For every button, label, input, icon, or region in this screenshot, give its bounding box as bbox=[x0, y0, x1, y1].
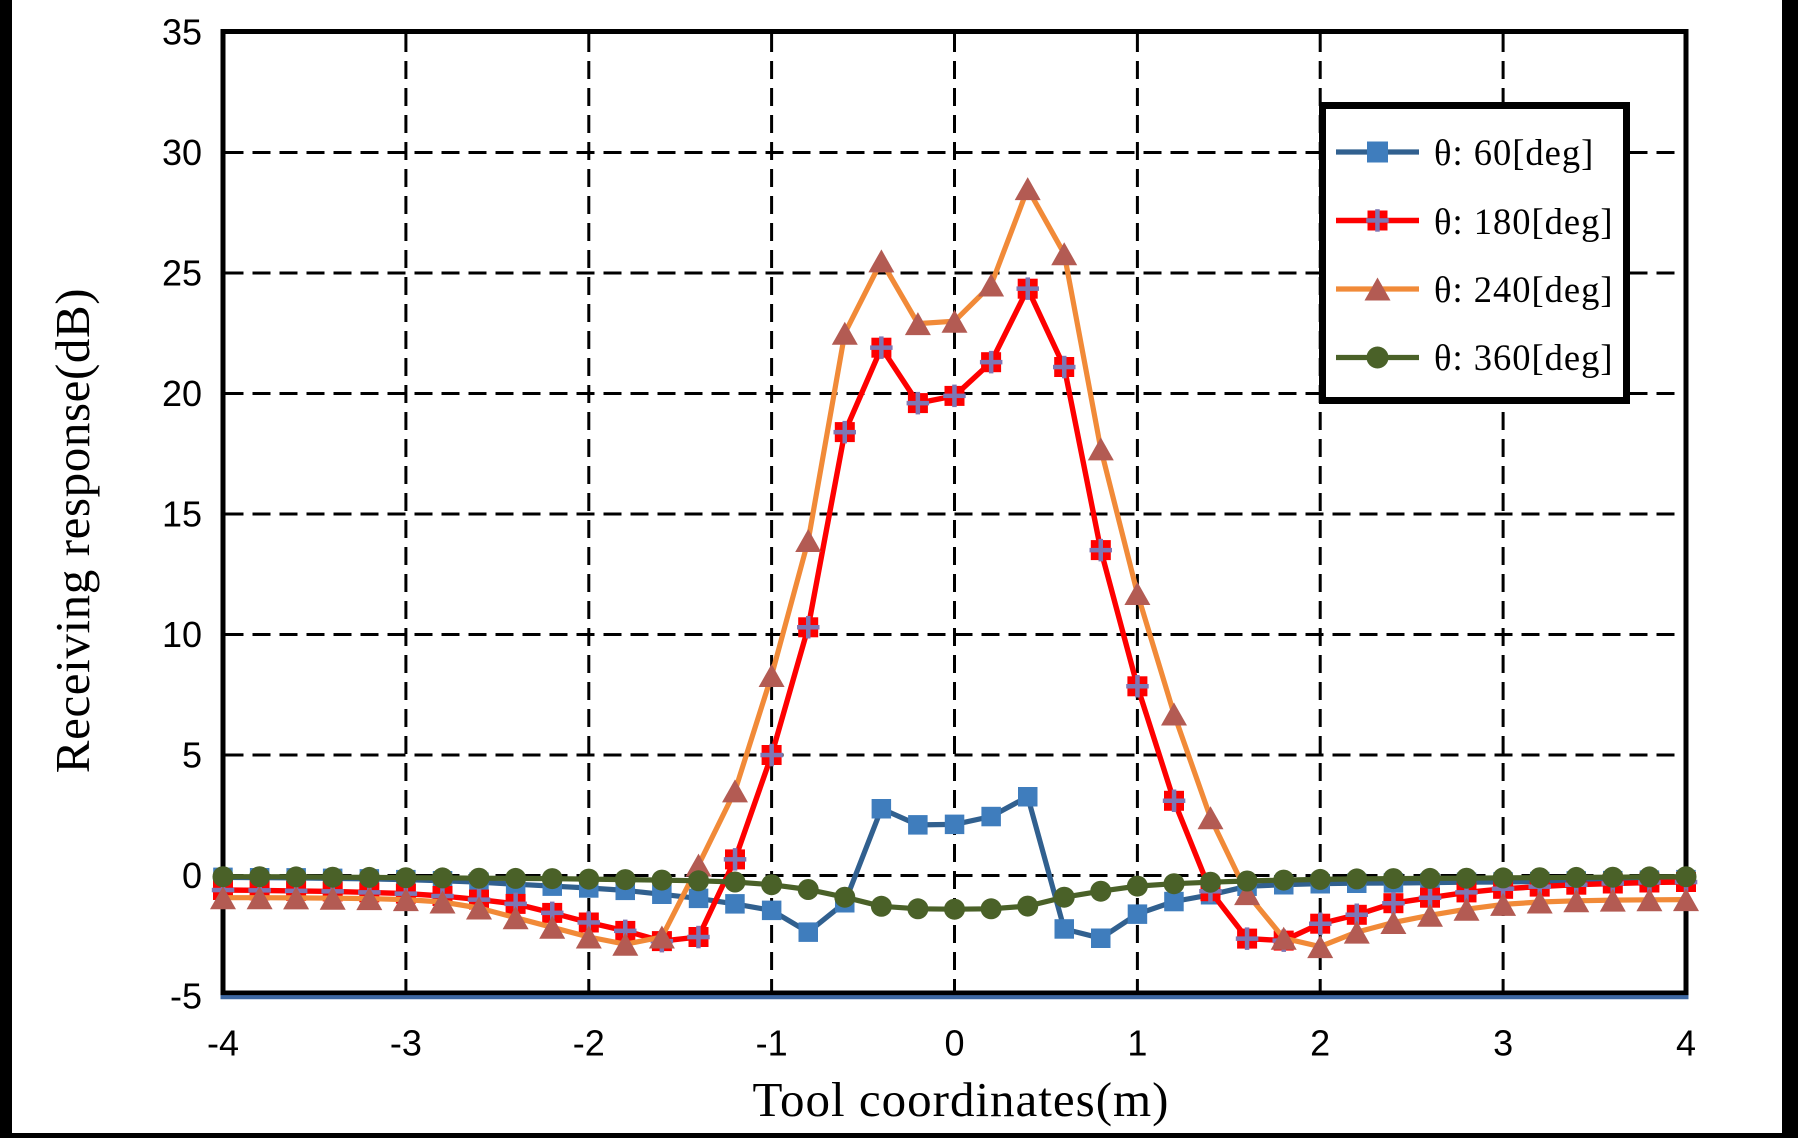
svg-text:θ: 60[deg]: θ: 60[deg] bbox=[1434, 132, 1594, 173]
svg-text:Tool coordinates(m): Tool coordinates(m) bbox=[753, 1072, 1170, 1127]
svg-text:2: 2 bbox=[1310, 1023, 1330, 1064]
svg-text:15: 15 bbox=[162, 494, 202, 535]
svg-text:25: 25 bbox=[162, 253, 202, 294]
svg-text:10: 10 bbox=[162, 614, 202, 655]
svg-text:20: 20 bbox=[162, 373, 202, 414]
svg-text:θ: 240[deg]: θ: 240[deg] bbox=[1434, 269, 1614, 310]
svg-text:-3: -3 bbox=[390, 1023, 422, 1064]
svg-text:-2: -2 bbox=[573, 1023, 605, 1064]
svg-text:30: 30 bbox=[162, 132, 202, 173]
svg-text:θ: 180[deg]: θ: 180[deg] bbox=[1434, 201, 1614, 242]
svg-text:5: 5 bbox=[182, 735, 202, 776]
svg-text:3: 3 bbox=[1493, 1023, 1513, 1064]
svg-text:Receiving response(dB): Receiving response(dB) bbox=[45, 288, 100, 773]
svg-text:0: 0 bbox=[944, 1023, 964, 1064]
svg-text:θ: 360[deg]: θ: 360[deg] bbox=[1434, 337, 1614, 378]
svg-text:0: 0 bbox=[182, 855, 202, 896]
svg-text:1: 1 bbox=[1127, 1023, 1147, 1064]
svg-text:-1: -1 bbox=[756, 1023, 788, 1064]
svg-text:-5: -5 bbox=[170, 976, 202, 1017]
svg-text:-4: -4 bbox=[207, 1023, 239, 1064]
svg-text:35: 35 bbox=[162, 12, 202, 53]
svg-text:4: 4 bbox=[1676, 1023, 1696, 1064]
